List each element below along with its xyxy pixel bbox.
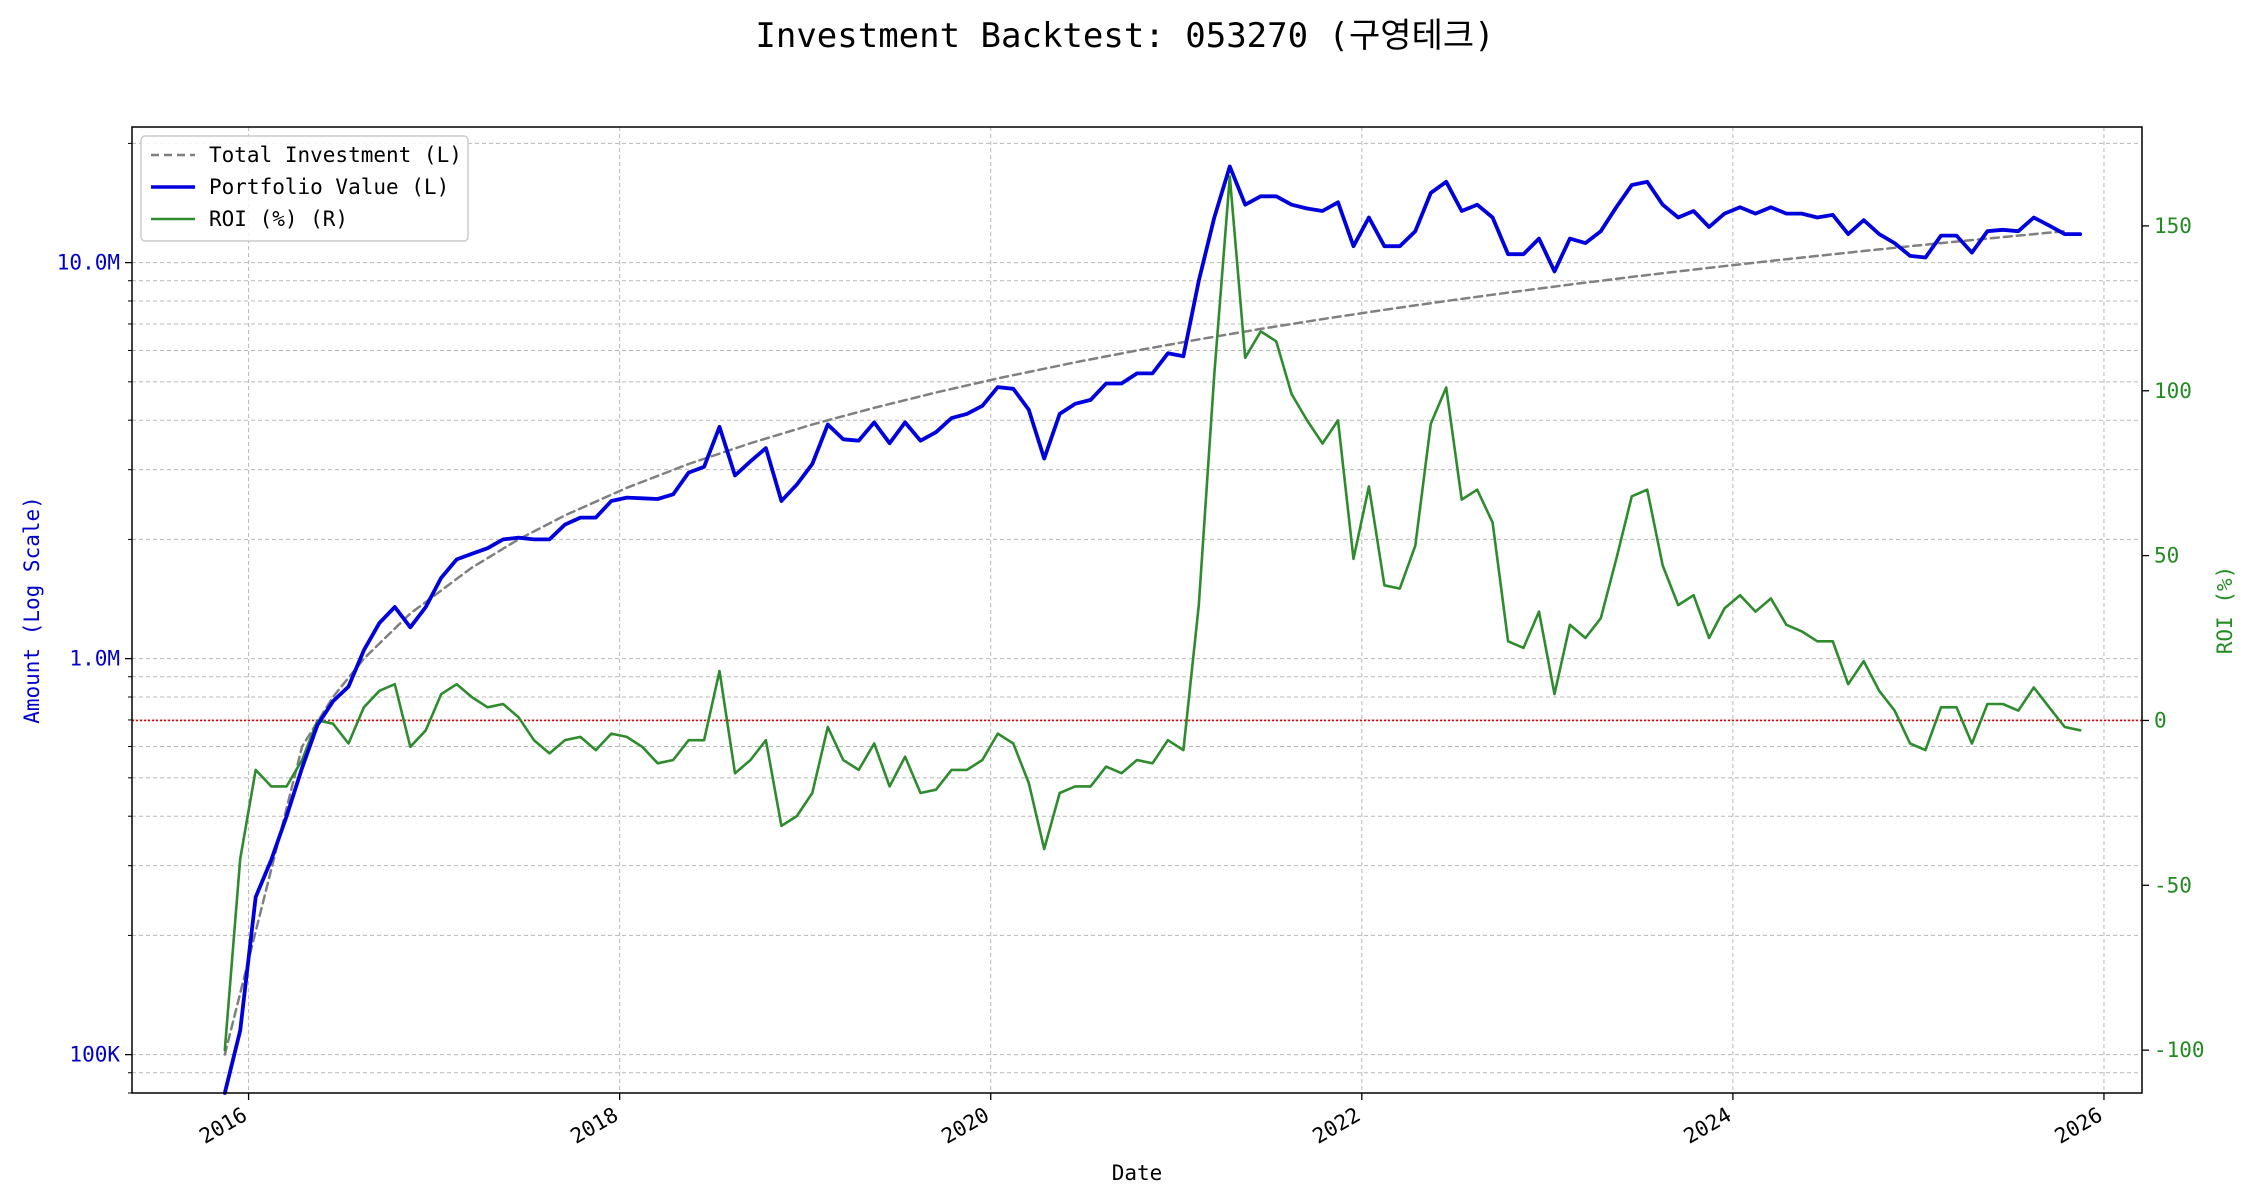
plot-frame: [131, 126, 2143, 1094]
series-line-investment: [223, 229, 2066, 1056]
grid-layer: [132, 127, 2142, 1094]
legend: Total Investment (L) Portfolio Value (L)…: [140, 135, 469, 242]
legend-item-portfolio: Portfolio Value (L): [151, 175, 449, 199]
x-axis-label: Date: [1112, 1161, 1163, 1185]
legend-box: [140, 135, 469, 242]
right-tick-label: 100: [2154, 379, 2192, 403]
series-line-roi: [223, 175, 2082, 1052]
legend-label-investment: Total Investment (L): [209, 143, 462, 167]
y-axis-label-right: ROI (%): [2213, 566, 2237, 655]
y-axis-label-left: Amount (Log Scale): [20, 496, 44, 724]
right-tick-label: -50: [2154, 873, 2192, 897]
x-tick-label: 2020: [937, 1103, 993, 1149]
right-tick-label: -100: [2154, 1038, 2205, 1062]
series-layer: [222, 164, 2083, 1095]
x-tick-label: 2022: [1309, 1103, 1365, 1149]
chart-title: Investment Backtest: 053270 (구영테크): [755, 16, 1494, 56]
x-tick-label: 2018: [566, 1103, 622, 1149]
left-tick-label: 100K: [69, 1043, 120, 1067]
x-tick-label: 2016: [195, 1103, 251, 1149]
series-line-portfolio: [222, 164, 2083, 1095]
legend-item-roi: ROI (%) (R): [151, 207, 348, 231]
right-tick-label: 150: [2154, 214, 2192, 238]
legend-item-investment: Total Investment (L): [151, 143, 462, 167]
legend-label-roi: ROI (%) (R): [209, 207, 348, 231]
legend-label-portfolio: Portfolio Value (L): [209, 175, 449, 199]
x-tick-label: 2026: [2051, 1103, 2107, 1149]
right-tick-label: 0: [2154, 708, 2167, 732]
left-tick-label: 1.0M: [69, 647, 120, 671]
left-tick-label: 10.0M: [57, 251, 120, 275]
right-tick-label: 50: [2154, 544, 2179, 568]
axes-layer: 2016 2018 2020 2022 2024 2026 100K 1.0M 10.0M -10…: [57, 142, 2205, 1149]
x-tick-label: 2024: [1680, 1103, 1736, 1149]
